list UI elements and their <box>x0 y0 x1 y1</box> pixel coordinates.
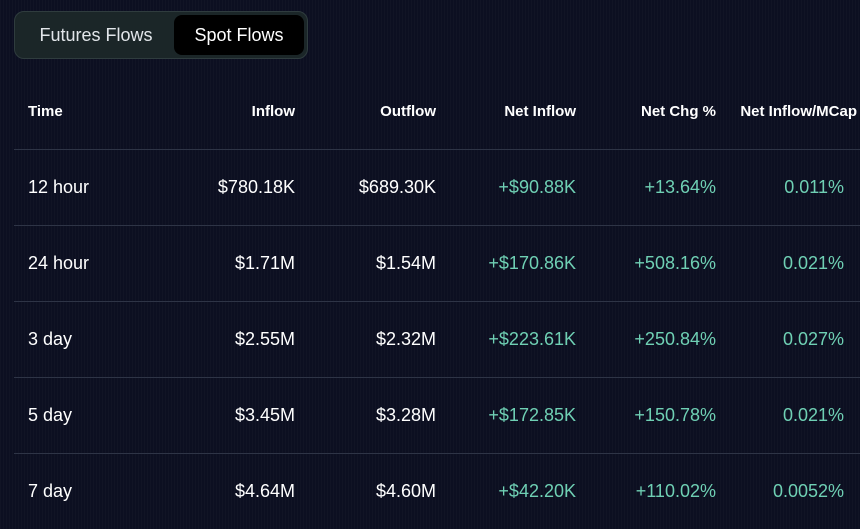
net-chg-cell: +110.02% <box>635 481 716 501</box>
time-cell: 5 day <box>28 405 73 425</box>
inflow-cell: $2.55M <box>234 329 295 349</box>
net-inflow-mcap-cell: 0.021% <box>782 405 844 425</box>
outflow-cell: $2.32M <box>375 329 436 349</box>
table-header: Time Inflow Outflow Net Inflow Net Chg %… <box>14 74 860 150</box>
net-inflow-mcap-cell: 0.027% <box>782 329 844 349</box>
column-header-net-chg: Net Chg % <box>641 103 716 120</box>
table-row: 5 day $3.45M $3.28M +$172.85K +150.78% 0… <box>14 378 860 454</box>
time-cell: 24 hour <box>28 253 90 273</box>
net-inflow-cell: +$90.88K <box>498 177 576 197</box>
net-chg-cell: +13.64% <box>644 177 716 197</box>
column-header-outflow: Outflow <box>380 103 436 120</box>
net-inflow-cell: +$223.61K <box>488 329 576 349</box>
inflow-cell: $4.64M <box>234 481 295 501</box>
outflow-cell: $4.60M <box>375 481 436 501</box>
outflow-cell: $3.28M <box>375 405 436 425</box>
net-inflow-cell: +$42.20K <box>498 481 576 501</box>
net-inflow-mcap-cell: 0.021% <box>782 253 844 273</box>
table-row: 3 day $2.55M $2.32M +$223.61K +250.84% 0… <box>14 302 860 378</box>
table-row: 12 hour $780.18K $689.30K +$90.88K +13.6… <box>14 150 860 226</box>
column-header-net-inflow-mcap: Net Inflow/MCap <box>740 103 857 120</box>
table-row: 24 hour $1.71M $1.54M +$170.86K +508.16%… <box>14 226 860 302</box>
net-chg-cell: +150.78% <box>634 405 716 425</box>
outflow-cell: $1.54M <box>375 253 436 273</box>
column-header-time: Time <box>28 103 63 120</box>
time-cell: 12 hour <box>28 177 90 197</box>
tab-spot-flows[interactable]: Spot Flows <box>174 15 304 55</box>
column-header-net-inflow: Net Inflow <box>504 103 576 120</box>
tab-futures-flows[interactable]: Futures Flows <box>39 24 153 45</box>
inflow-cell: $780.18K <box>217 177 295 197</box>
net-inflow-mcap-cell: 0.0052% <box>772 481 844 501</box>
flows-tab-switch: Futures Flows Spot Flows <box>14 11 308 59</box>
time-cell: 3 day <box>28 329 73 349</box>
inflow-cell: $1.71M <box>234 253 295 273</box>
table-row: 7 day $4.64M $4.60M +$42.20K +110.02% 0.… <box>14 454 860 529</box>
outflow-cell: $689.30K <box>358 177 436 197</box>
column-header-inflow: Inflow <box>251 103 295 120</box>
net-chg-cell: +250.84% <box>634 329 716 349</box>
net-inflow-cell: +$172.85K <box>488 405 576 425</box>
flows-table: Time Inflow Outflow Net Inflow Net Chg %… <box>14 74 860 529</box>
net-inflow-mcap-cell: 0.011% <box>784 177 844 197</box>
net-chg-cell: +508.16% <box>634 253 716 273</box>
net-inflow-cell: +$170.86K <box>488 253 576 273</box>
inflow-cell: $3.45M <box>234 405 295 425</box>
time-cell: 7 day <box>28 481 73 501</box>
